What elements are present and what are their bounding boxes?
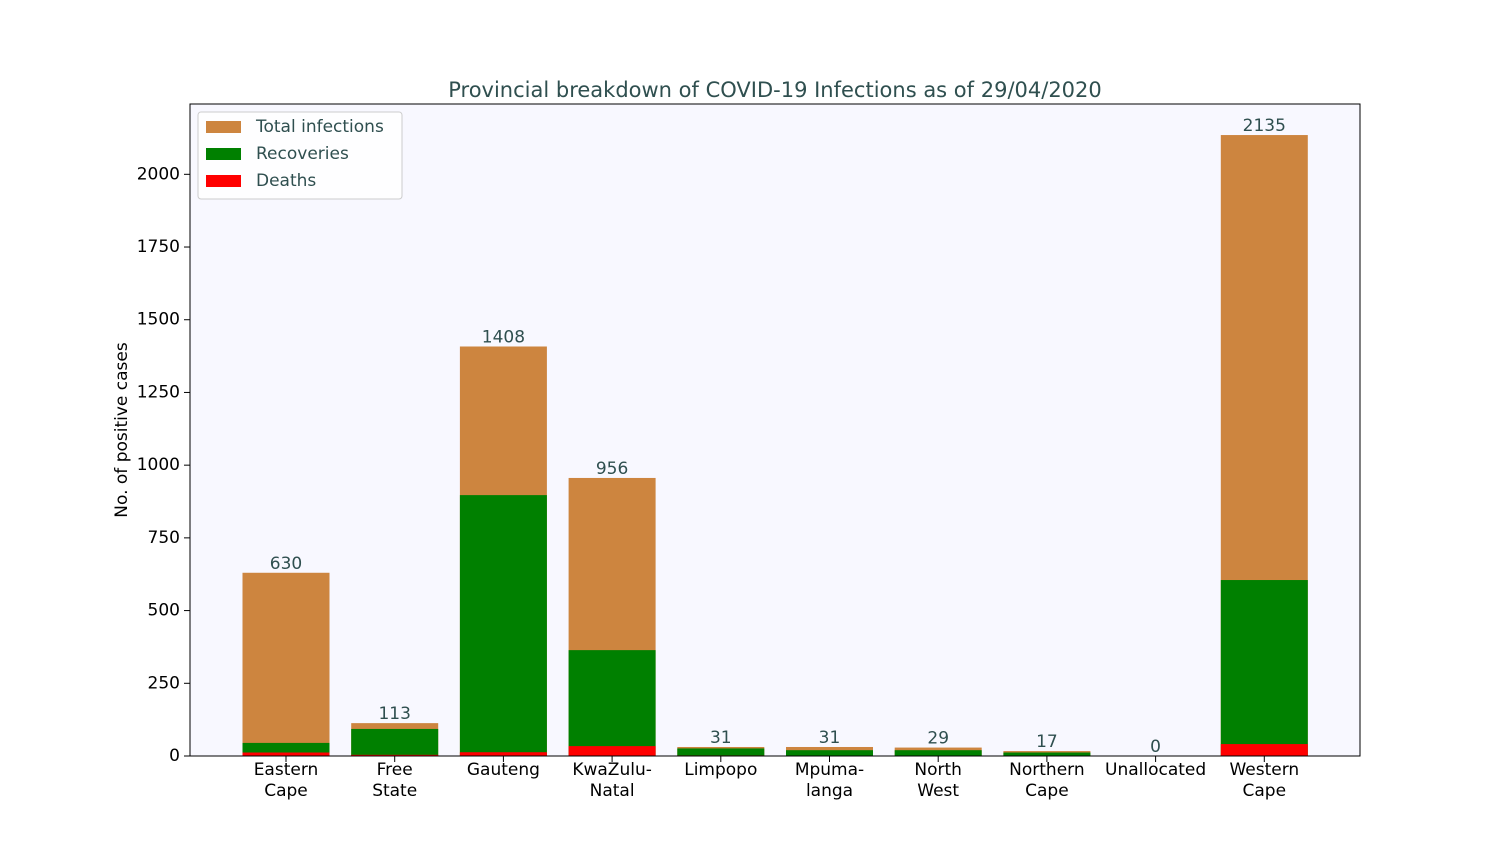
legend-swatch	[206, 175, 241, 187]
legend-label: Recoveries	[256, 144, 349, 164]
bar	[351, 728, 439, 756]
bar	[786, 750, 873, 756]
data-label: 29	[927, 729, 949, 749]
y-tick-label: 250	[148, 673, 180, 693]
x-tick-label: KwaZulu- Natal	[572, 760, 652, 801]
bar	[242, 752, 330, 756]
bar	[351, 754, 439, 756]
data-label: 31	[819, 728, 841, 748]
x-tick-label: Mpuma- langa	[794, 760, 865, 801]
bar	[568, 746, 656, 756]
bar	[459, 752, 547, 756]
data-label: 2135	[1243, 116, 1286, 136]
legend-label: Deaths	[256, 171, 316, 191]
bar	[568, 650, 656, 756]
chart-title: Provincial breakdown of COVID-19 Infecti…	[448, 78, 1102, 102]
y-tick-label: 500	[148, 601, 180, 621]
legend-swatch	[206, 121, 241, 133]
y-tick-label: 2000	[137, 164, 180, 184]
legend-box	[197, 111, 403, 200]
x-tick-label: Limpopo	[684, 760, 758, 780]
y-tick-label: 1000	[137, 455, 180, 475]
y-tick-label: 1250	[137, 382, 180, 402]
data-label: 17	[1036, 732, 1058, 752]
legend-label: Total infections	[255, 117, 384, 137]
data-label: 0	[1150, 737, 1161, 757]
bar	[677, 748, 765, 756]
data-label: 113	[378, 704, 410, 724]
bar	[1220, 744, 1308, 756]
x-tick-label: North West	[914, 760, 962, 801]
y-tick-label: 0	[169, 746, 180, 766]
y-tick-label: 750	[148, 528, 180, 548]
bar	[242, 572, 330, 756]
legend-swatch	[206, 148, 241, 160]
y-axis-label: No. of positive cases	[112, 342, 132, 518]
x-tick-label: Eastern Cape	[253, 760, 319, 801]
x-tick-label: Unallocated	[1105, 760, 1207, 780]
plot-frame	[189, 103, 1361, 757]
plot-background	[190, 104, 1360, 756]
bar	[459, 495, 547, 756]
data-label: 31	[710, 728, 732, 748]
x-tick-label: Northern Cape	[1009, 760, 1085, 801]
x-tick-label: Free State	[372, 760, 418, 801]
data-label: 1408	[482, 327, 525, 347]
y-tick-label: 1500	[137, 310, 180, 330]
bar	[1220, 580, 1308, 756]
x-tick-label: Gauteng	[466, 760, 540, 780]
y-tick-label: 1750	[137, 237, 180, 257]
bar	[894, 750, 982, 756]
bar	[1003, 752, 1091, 756]
data-label: 630	[270, 554, 302, 574]
data-label: 956	[596, 459, 628, 479]
x-tick-label: Western Cape	[1229, 760, 1300, 801]
